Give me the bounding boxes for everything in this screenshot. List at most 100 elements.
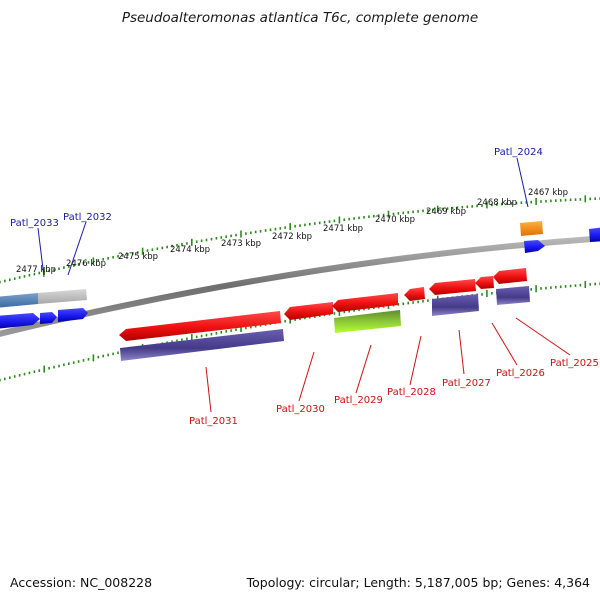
outer-scale-minor-dot xyxy=(545,199,547,203)
outer-scale-minor-dot xyxy=(82,262,85,265)
rna-bar-patl2025[interactable] xyxy=(496,286,530,305)
inner-scale-minor-dot xyxy=(225,330,227,333)
outer-scale-minor-dot xyxy=(417,210,419,213)
outer-scale-minor-dot xyxy=(254,230,257,234)
gene-arrow-red-patl2031[interactable] xyxy=(119,311,281,341)
gene-arrow-blue-2[interactable] xyxy=(40,312,57,324)
outer-scale-minor-dot xyxy=(13,277,16,280)
inner-scale-minor-dot xyxy=(363,307,365,311)
outer-scale-minor-dot xyxy=(259,230,262,233)
outer-scale-minor-dot xyxy=(471,205,473,208)
outer-scale-minor-dot xyxy=(9,278,11,282)
forward-strand-features xyxy=(0,221,600,329)
gene-labels: Patl_2033 Patl_2032 Patl_2024 Patl_2031 … xyxy=(10,147,599,427)
outer-scale-minor-dot xyxy=(205,238,208,242)
inner-scale-minor-dot xyxy=(417,300,419,304)
outer-scale-minor-dot xyxy=(466,205,469,209)
reverse-strand-features xyxy=(119,268,530,361)
rna-bar-patl2027[interactable] xyxy=(432,294,479,316)
leader-patl2024 xyxy=(516,157,529,208)
outer-scale-minor-dot xyxy=(323,220,326,224)
inner-scale-minor-dot xyxy=(358,308,360,312)
label-patl2024[interactable]: Patl_2024 xyxy=(494,147,543,158)
gene-bar-green-patl2029[interactable] xyxy=(334,310,401,333)
inner-scale-minor-dot xyxy=(594,282,596,286)
outer-scale-minor-dot xyxy=(530,200,532,204)
gene-box-orange-patl2024[interactable] xyxy=(520,221,543,236)
gene-block-steel[interactable] xyxy=(0,293,38,308)
outer-scale-minor-dot xyxy=(574,198,577,201)
genome-summary-text: Topology: circular; Length: 5,187,005 bp… xyxy=(246,575,590,590)
inner-scale-minor-dot xyxy=(397,303,400,306)
outer-scale-minor-dot xyxy=(176,243,178,247)
outer-scale-minor-dot xyxy=(432,208,434,212)
label-patl2026[interactable]: Patl_2026 xyxy=(496,368,545,379)
outer-scale-minor-dot xyxy=(373,214,375,218)
inner-scale-minor-dot xyxy=(33,370,36,373)
gene-arrow-red-patl2029a[interactable] xyxy=(332,293,398,312)
outer-scale-minor-dot xyxy=(195,240,198,243)
tick-label-2472: 2472 kbp xyxy=(272,232,312,242)
inner-scale-minor-dot xyxy=(205,333,208,337)
label-patl2031[interactable]: Patl_2031 xyxy=(189,416,238,427)
inner-scale-minor-dot xyxy=(368,307,370,310)
inner-scale-minor-dot xyxy=(210,332,213,336)
gene-arrow-red-patl2030[interactable] xyxy=(284,302,333,320)
gene-arrow-red-patl2028[interactable] xyxy=(404,287,425,301)
outer-scale-minor-dot xyxy=(284,226,286,229)
label-patl2033[interactable]: Patl_2033 xyxy=(10,218,59,229)
outer-scale-minor-dot xyxy=(269,228,272,232)
inner-scale-minor-dot xyxy=(569,284,572,288)
rna-bar-patl2031[interactable] xyxy=(120,329,284,361)
outer-scale-minor-dot xyxy=(186,242,188,245)
outer-scale-minor-dot xyxy=(299,224,301,227)
leader-patl2027 xyxy=(458,329,465,375)
outer-scale-minor-dot xyxy=(427,209,429,212)
inner-scale-minor-dot xyxy=(481,293,483,296)
outer-scale-minor-dot xyxy=(127,253,129,256)
outer-scale-minor-dot xyxy=(505,202,508,206)
label-patl2028[interactable]: Patl_2028 xyxy=(387,387,436,398)
label-patl2027[interactable]: Patl_2027 xyxy=(442,378,491,389)
outer-scale-minor-dot xyxy=(343,218,346,221)
outer-scale-minor-dot xyxy=(496,203,498,206)
inner-scale-minor-dot xyxy=(530,288,532,291)
gene-arrow-red-patl2027[interactable] xyxy=(429,279,476,295)
gene-arrow-blue-patl2032[interactable] xyxy=(58,308,88,322)
leader-patl2029 xyxy=(355,344,372,394)
outer-scale-minor-dot xyxy=(402,211,405,215)
outer-scale-minor-dot xyxy=(515,201,518,205)
gene-arrow-red-patl2026[interactable] xyxy=(475,276,494,289)
gene-arrow-red-patl2025[interactable] xyxy=(493,268,527,284)
label-patl2029[interactable]: Patl_2029 xyxy=(334,395,383,406)
label-patl2032[interactable]: Patl_2032 xyxy=(63,212,112,223)
gene-block-grey[interactable] xyxy=(38,289,87,304)
inner-scale-minor-dot xyxy=(220,331,223,334)
outer-scale-minor-dot xyxy=(28,274,31,277)
outer-scale-minor-dot xyxy=(58,267,60,270)
inner-scale-minor-dot xyxy=(574,284,577,287)
inner-scale-minor-dot xyxy=(0,378,1,382)
gene-arrow-blue-4[interactable] xyxy=(589,227,600,242)
label-patl2025[interactable]: Patl_2025 xyxy=(550,358,599,369)
outer-scale-minor-dot xyxy=(397,212,400,215)
inner-scale-minor-dot xyxy=(107,353,109,357)
inner-scale-minor-dot xyxy=(82,359,85,362)
scale-labels: 2477 kbp 2476 kbp 2475 kbp 2474 kbp 2473… xyxy=(16,188,568,275)
outer-scale-minor-dot xyxy=(407,211,409,214)
inner-scale-minor-dot xyxy=(294,318,296,321)
gene-arrow-blue-1[interactable] xyxy=(0,313,40,329)
outer-scale-minor-dot xyxy=(87,261,90,264)
gene-arrow-blue-3[interactable] xyxy=(524,240,545,253)
genome-backbone xyxy=(0,235,600,337)
outer-scale-minor-dot xyxy=(112,256,114,259)
outer-scale-minor-dot xyxy=(392,212,395,216)
tick-label-2473: 2473 kbp xyxy=(221,239,261,249)
outer-scale-minor-dot xyxy=(161,246,164,250)
inner-scale-minor-dot xyxy=(215,332,218,335)
outer-scale-minor-dot xyxy=(481,204,483,207)
inner-scale-minor-dot xyxy=(343,310,346,314)
label-patl2030[interactable]: Patl_2030 xyxy=(276,404,325,415)
outer-scale-minor-dot xyxy=(328,220,331,223)
inner-scale-minor-dot xyxy=(87,358,90,361)
